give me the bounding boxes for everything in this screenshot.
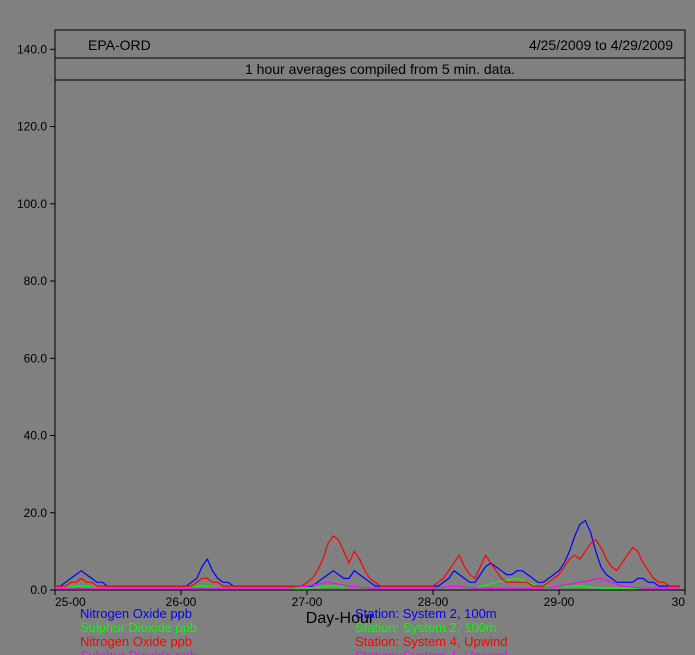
y-tick-label: 60.0 bbox=[24, 351, 48, 365]
y-tick-label: 140.0 bbox=[17, 42, 47, 56]
x-tick-label: 29-00 bbox=[544, 595, 575, 609]
x-tick-label: 30 bbox=[672, 595, 686, 609]
chart-background bbox=[0, 0, 695, 655]
header-subtitle: 1 hour averages compiled from 5 min. dat… bbox=[245, 61, 515, 77]
y-tick-label: 0.0 bbox=[30, 583, 47, 597]
chart-svg: EPA-ORD 4/25/2009 to 4/29/2009 1 hour aver… bbox=[0, 0, 695, 655]
header-left-label: EPA-ORD bbox=[88, 37, 151, 53]
legend-series-label: Nitrogen Oxide ppb bbox=[80, 606, 192, 621]
legend-station-label: Station: System 2, 100m bbox=[355, 620, 497, 635]
y-tick-label: 80.0 bbox=[24, 274, 48, 288]
y-tick-label: 40.0 bbox=[24, 429, 48, 443]
legend-series-label: Sulphur Dioxide ppb bbox=[80, 648, 197, 655]
x-tick-label: 27-00 bbox=[292, 595, 323, 609]
y-tick-label: 20.0 bbox=[24, 506, 48, 520]
y-tick-label: 100.0 bbox=[17, 197, 47, 211]
legend-series-label: Sulphur Dioxide ppb bbox=[80, 620, 197, 635]
legend-station-label: Station: System 2, 100m bbox=[355, 606, 497, 621]
legend-station-label: Station: System 4, Upwind bbox=[355, 648, 507, 655]
header-right-label: 4/25/2009 to 4/29/2009 bbox=[529, 37, 673, 53]
y-tick-label: 120.0 bbox=[17, 120, 47, 134]
legend-series-label: Nitrogen Oxide ppb bbox=[80, 634, 192, 649]
legend-station-label: Station: System 4, Upwind bbox=[355, 634, 507, 649]
chart-container: EPA-ORD 4/25/2009 to 4/29/2009 1 hour aver… bbox=[0, 0, 695, 655]
